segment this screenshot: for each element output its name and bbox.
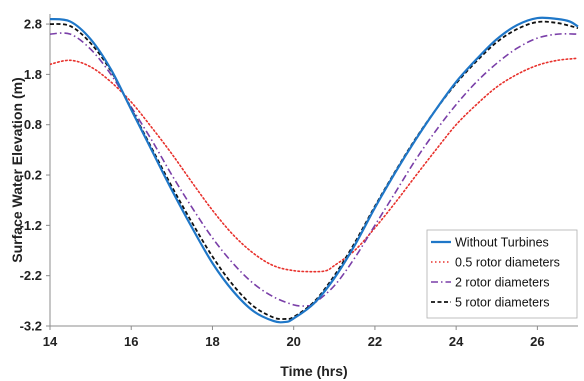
legend-label: 0.5 rotor diameters bbox=[455, 256, 560, 270]
legend-label: 5 rotor diameters bbox=[455, 296, 549, 310]
y-tick-label: 0.8 bbox=[24, 117, 42, 132]
series-line-2-rotor-diameters bbox=[50, 32, 579, 307]
x-tick-label: 22 bbox=[368, 334, 382, 349]
x-tick-label: 16 bbox=[124, 334, 138, 349]
legend-label: 2 rotor diameters bbox=[455, 276, 549, 290]
y-tick-label: 1.8 bbox=[24, 67, 42, 82]
y-tick-label: -1.2 bbox=[20, 218, 42, 233]
y-tick-label: 2.8 bbox=[24, 17, 42, 32]
tick-labels: 14 16 18 20 22 24 26 2.8 1.8 0.8 -0.2 -1.2 -2.2 -3.2 bbox=[20, 17, 545, 349]
series-layer bbox=[50, 16, 579, 324]
x-axis-title: Time (hrs) bbox=[280, 363, 347, 379]
legend-label: Without Turbines bbox=[455, 236, 549, 250]
x-tick-label: 18 bbox=[205, 334, 219, 349]
series-line-0-5-rotor-diameters bbox=[50, 57, 579, 273]
y-tick-label: -0.2 bbox=[20, 168, 42, 183]
x-tick-label: 26 bbox=[530, 334, 544, 349]
series-line-without-turbines bbox=[50, 16, 579, 324]
y-tick-label: -3.2 bbox=[20, 319, 42, 334]
legend-box bbox=[426, 229, 578, 319]
y-axis-title: Surface Water Elevation (m) bbox=[9, 77, 25, 262]
x-tick-label: 20 bbox=[286, 334, 300, 349]
axes bbox=[46, 14, 578, 330]
y-tick-label: -2.2 bbox=[20, 268, 42, 283]
x-tick-label: 24 bbox=[449, 334, 464, 349]
x-tick-label: 14 bbox=[43, 334, 58, 349]
legend: Without Turbines 0.5 rotor diameters 2 rot… bbox=[426, 229, 578, 319]
